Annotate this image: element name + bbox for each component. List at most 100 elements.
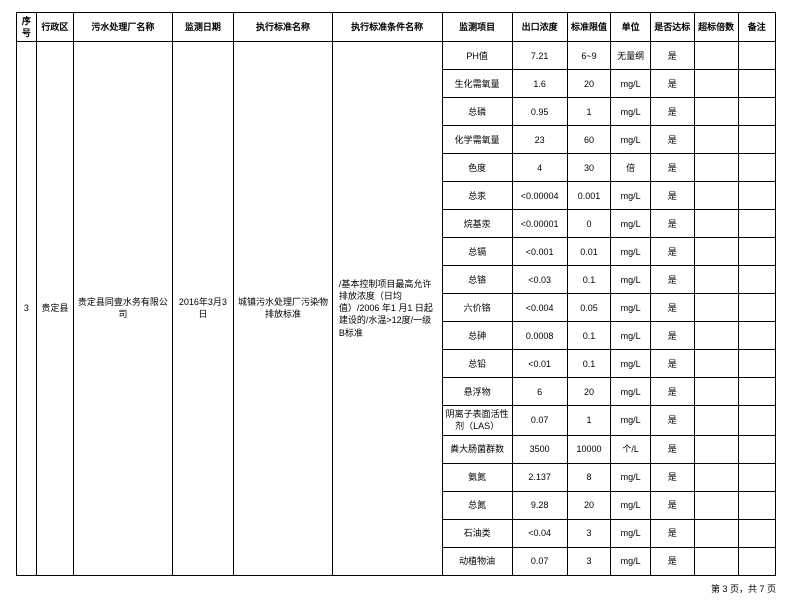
cell-note (738, 294, 775, 322)
cell-unit: mg/L (611, 350, 650, 378)
cell-admin: 贵定县 (36, 42, 73, 575)
cell-pass: 是 (650, 42, 694, 70)
cell-lim: 0.1 (567, 350, 611, 378)
cell-lim: 0.1 (567, 266, 611, 294)
cell-lim: 60 (567, 126, 611, 154)
cell-times (694, 350, 738, 378)
cell-unit: 倍 (611, 154, 650, 182)
cell-val: <0.00001 (512, 210, 567, 238)
cell-note (738, 406, 775, 435)
col-lim: 标准限值 (567, 13, 611, 42)
cell-lim: 1 (567, 98, 611, 126)
cell-val: <0.04 (512, 519, 567, 547)
cell-note (738, 266, 775, 294)
cell-val: 0.0008 (512, 322, 567, 350)
cell-times (694, 266, 738, 294)
cell-unit: mg/L (611, 406, 650, 435)
cell-pass: 是 (650, 406, 694, 435)
col-admin: 行政区 (36, 13, 73, 42)
col-cond: 执行标准条件名称 (332, 13, 442, 42)
cell-val: 2.137 (512, 463, 567, 491)
cell-unit: mg/L (611, 266, 650, 294)
cell-times (694, 238, 738, 266)
cell-times (694, 406, 738, 435)
cell-note (738, 463, 775, 491)
cell-pass: 是 (650, 98, 694, 126)
cell-item: 色度 (442, 154, 512, 182)
cell-note (738, 98, 775, 126)
cell-lim: 1 (567, 406, 611, 435)
cell-pass: 是 (650, 70, 694, 98)
wastewater-monitoring-table: 序号 行政区 污水处理厂名称 监测日期 执行标准名称 执行标准条件名称 监测项目… (16, 12, 776, 576)
cell-unit: mg/L (611, 210, 650, 238)
cell-val: 9.28 (512, 491, 567, 519)
cell-lim: 8 (567, 463, 611, 491)
cell-pass: 是 (650, 266, 694, 294)
cell-unit: mg/L (611, 238, 650, 266)
page-footer: 第 3 页，共 7 页 (16, 576, 776, 595)
cell-unit: mg/L (611, 547, 650, 575)
cell-pass: 是 (650, 547, 694, 575)
cell-item: 石油类 (442, 519, 512, 547)
cell-times (694, 210, 738, 238)
cell-item: 总磷 (442, 98, 512, 126)
cell-item: 氨氮 (442, 463, 512, 491)
cell-val: <0.004 (512, 294, 567, 322)
cell-lim: 0.001 (567, 182, 611, 210)
cell-lim: 0 (567, 210, 611, 238)
cell-val: <0.001 (512, 238, 567, 266)
col-note: 备注 (738, 13, 775, 42)
col-item: 监测项目 (442, 13, 512, 42)
cell-unit: mg/L (611, 182, 650, 210)
cell-pass: 是 (650, 519, 694, 547)
cell-item: 总铬 (442, 266, 512, 294)
cell-unit: mg/L (611, 98, 650, 126)
cell-times (694, 70, 738, 98)
cell-times (694, 42, 738, 70)
cell-item: 总砷 (442, 322, 512, 350)
cell-unit: mg/L (611, 70, 650, 98)
cell-note (738, 154, 775, 182)
cell-unit: 个/L (611, 435, 650, 463)
cell-pass: 是 (650, 350, 694, 378)
cell-unit: mg/L (611, 294, 650, 322)
cell-note (738, 350, 775, 378)
cell-times (694, 519, 738, 547)
cell-times (694, 435, 738, 463)
cell-times (694, 126, 738, 154)
cell-lim: 20 (567, 378, 611, 406)
cell-pass: 是 (650, 210, 694, 238)
cell-item: 总汞 (442, 182, 512, 210)
cell-pass: 是 (650, 378, 694, 406)
cell-lim: 30 (567, 154, 611, 182)
cell-val: <0.01 (512, 350, 567, 378)
cell-lim: 3 (567, 519, 611, 547)
cell-unit: mg/L (611, 463, 650, 491)
col-times: 超标倍数 (694, 13, 738, 42)
cell-pass: 是 (650, 463, 694, 491)
col-std: 执行标准名称 (234, 13, 333, 42)
cell-note (738, 70, 775, 98)
cell-lim: 0.01 (567, 238, 611, 266)
cell-unit: mg/L (611, 126, 650, 154)
cell-date: 2016年3月3日 (172, 42, 233, 575)
col-seq: 序号 (17, 13, 37, 42)
cell-unit: mg/L (611, 322, 650, 350)
cell-note (738, 238, 775, 266)
cell-pass: 是 (650, 182, 694, 210)
col-val: 出口浓度 (512, 13, 567, 42)
cell-item: 动植物油 (442, 547, 512, 575)
cell-pass: 是 (650, 435, 694, 463)
cell-lim: 3 (567, 547, 611, 575)
cell-item: 总氮 (442, 491, 512, 519)
col-date: 监测日期 (172, 13, 233, 42)
cell-note (738, 491, 775, 519)
cell-lim: 0.05 (567, 294, 611, 322)
cell-pass: 是 (650, 238, 694, 266)
cell-note (738, 378, 775, 406)
cell-lim: 6~9 (567, 42, 611, 70)
cell-note (738, 519, 775, 547)
cell-val: 0.07 (512, 547, 567, 575)
cell-val: 6 (512, 378, 567, 406)
cell-times (694, 378, 738, 406)
